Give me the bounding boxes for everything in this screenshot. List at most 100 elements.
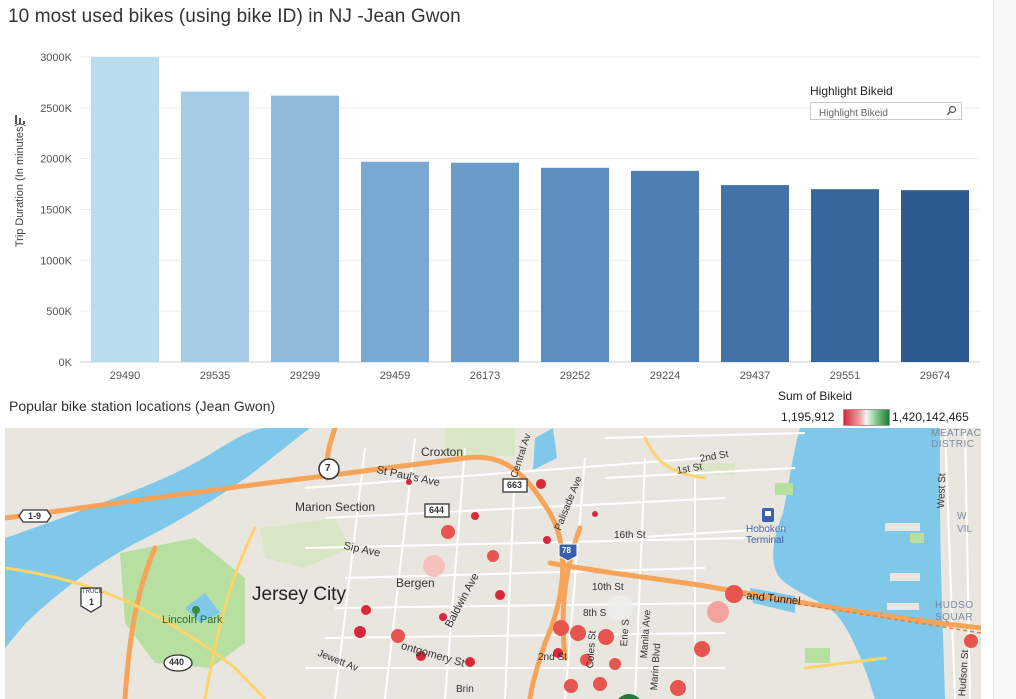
y-tick-label: 500K: [46, 306, 72, 318]
y-tick-label: 2500K: [40, 103, 72, 115]
label-lincoln-park: Lincoln Park: [162, 614, 223, 626]
label-eighth-st: 8th S: [583, 608, 607, 619]
station-marker: [553, 648, 563, 658]
label-erie-st: Erie S: [619, 618, 632, 647]
route-shield-truck-1: [80, 587, 102, 613]
station-marker: [592, 511, 598, 517]
label-marion-section: Marion Section: [295, 500, 376, 514]
bar-29535[interactable]: [181, 91, 249, 363]
y-tick-label: 1000K: [40, 255, 72, 267]
station-marker: [536, 479, 546, 489]
station-marker: [416, 651, 426, 661]
station-marker: [618, 694, 640, 699]
station-marker: [543, 536, 551, 544]
shield-78-label: 78: [562, 546, 571, 555]
y-tick-label: 1500K: [40, 205, 72, 217]
station-marker: [725, 585, 743, 603]
station-marker: [441, 525, 455, 539]
station-marker: [406, 479, 412, 485]
chart-title: 10 most used bikes (using bike ID) in NJ…: [8, 6, 461, 27]
y-tick-label: 0K: [59, 357, 73, 369]
bar-26173[interactable]: [451, 162, 519, 362]
bar-29224[interactable]: [631, 170, 699, 362]
x-tick-labels: 29490 29535 29299 29459 26173 29252 29224 29437…: [110, 370, 951, 382]
label-west-st: West St: [936, 473, 949, 509]
park-tree-icon: [192, 606, 200, 617]
legend-title: Sum of Bikeid: [778, 389, 853, 403]
station-marker: [570, 625, 586, 641]
y-tick-label: 3000K: [40, 52, 72, 64]
station-marker: [553, 620, 569, 636]
sort-icon[interactable]: [14, 112, 26, 124]
station-marker: [487, 550, 499, 562]
x-tick-label: 29535: [200, 370, 231, 382]
bar-29299[interactable]: [271, 95, 339, 362]
legend-min-value: 1,195,912: [781, 410, 835, 424]
bar-chart: 0K 500K 1000K 1500K 2000K 2500K 3000K 29490 295…: [40, 52, 980, 382]
hoboken-terminal-icon: [762, 508, 774, 522]
label-hoboken-terminal: Hoboken Terminal: [746, 524, 787, 546]
bar-29551[interactable]: [811, 189, 879, 362]
bars: [91, 57, 969, 363]
legend-color-gradient: [843, 409, 890, 426]
label-bergen: Bergen: [396, 576, 435, 590]
station-marker: [598, 629, 614, 645]
shield-440-label: 440: [169, 657, 185, 667]
x-tick-label: 29252: [560, 370, 591, 382]
highlight-label: Highlight Bikeid: [810, 84, 893, 98]
map-base: [5, 428, 981, 699]
bar-29252[interactable]: [541, 167, 609, 362]
label-croxton: Croxton: [421, 445, 464, 459]
label-hudson-square: HUDSO SQUAR: [935, 600, 974, 623]
bar-29490[interactable]: [91, 57, 159, 362]
shield-truck-text: TRUCK: [82, 589, 103, 595]
y-tick-label: 2000K: [40, 154, 72, 166]
x-tick-label: 29459: [380, 370, 411, 382]
x-tick-label: 29490: [110, 370, 141, 382]
highlight-panel: Highlight Bikeid: [810, 84, 970, 122]
station-marker: [607, 595, 633, 621]
highlight-bikeid-input[interactable]: [811, 105, 947, 122]
x-tick-label: 29674: [920, 370, 951, 382]
station-marker: [495, 590, 505, 600]
route-shield-663: [502, 478, 528, 493]
bar-29674[interactable]: [901, 190, 969, 362]
shield-663-label: 663: [507, 480, 523, 490]
station-marker: [423, 555, 445, 577]
x-tick-label: 26173: [470, 370, 501, 382]
route-shield-644: [424, 503, 450, 518]
label-second-st-bottom: 2nd St: [538, 652, 567, 663]
search-icon[interactable]: [946, 105, 957, 116]
scrollbar[interactable]: [993, 0, 1016, 699]
station-marker: [354, 626, 366, 638]
shield-truck-1-label: 1: [89, 597, 95, 607]
station-marker: [465, 657, 475, 667]
station-marker: [707, 601, 729, 623]
station-marker: [580, 654, 592, 666]
station-marker: [391, 629, 405, 643]
x-tick-label: 29437: [740, 370, 771, 382]
map-title: Popular bike station locations (Jean Gwo…: [9, 398, 276, 414]
station-map[interactable]: 7 1-9 TRUCK 1 440 644 663 78 Croxton St …: [5, 428, 981, 699]
label-tenth-st: 10th St: [592, 582, 624, 593]
shield-7-label: 7: [325, 463, 331, 474]
label-jersey-city: Jersey City: [252, 584, 346, 605]
x-tick-label: 29551: [830, 370, 861, 382]
y-tick-labels: 0K 500K 1000K 1500K 2000K 2500K 3000K: [40, 52, 72, 369]
station-marker: [471, 512, 479, 520]
highlight-search-box[interactable]: [810, 102, 962, 122]
legend-max-value: 1,420,142,465: [892, 410, 969, 424]
route-shield-1-9: [18, 509, 52, 523]
station-marker: [361, 605, 371, 615]
label-sixteenth-st: 16th St: [614, 530, 646, 541]
route-shield-78: [558, 543, 578, 562]
route-shield-7: [318, 458, 340, 480]
station-marker: [694, 641, 710, 657]
station-marker: [593, 677, 607, 691]
bar-29437[interactable]: [721, 185, 789, 362]
x-tick-label: 29224: [650, 370, 681, 382]
station-marker: [964, 634, 978, 648]
station-marker: [439, 613, 447, 621]
station-marker: [609, 658, 621, 670]
bar-29459[interactable]: [361, 161, 429, 362]
